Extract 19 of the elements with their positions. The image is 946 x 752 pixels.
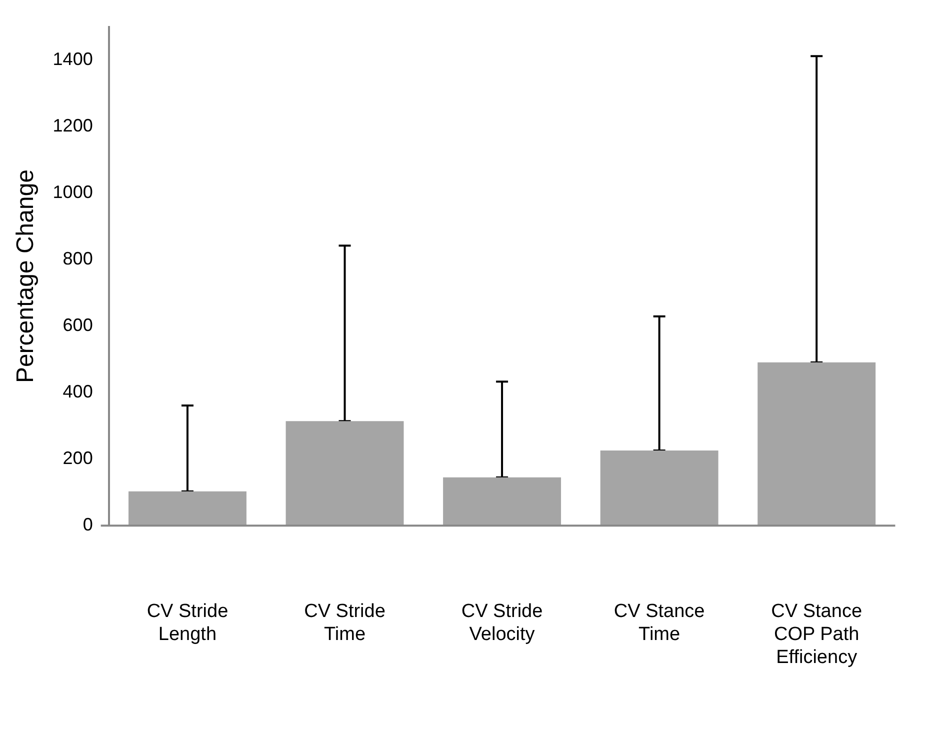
y-tick-label: 1200 [52, 116, 93, 136]
bar [286, 421, 404, 526]
y-tick-label: 200 [62, 448, 93, 468]
x-tick-label: CV Stride Velocity [461, 601, 543, 646]
bar [128, 491, 246, 526]
x-tick-label: CV Stride Length [146, 601, 228, 646]
y-tick-label: 1000 [52, 182, 93, 202]
bar [600, 450, 718, 526]
y-tick-label: 0 [82, 514, 93, 535]
y-axis-title: Percentage Change [12, 169, 40, 383]
y-tick-label: 600 [62, 315, 93, 336]
x-tick-label: CV Stance Time [614, 601, 705, 646]
bar [443, 477, 562, 526]
y-tick-label: 1400 [52, 49, 93, 70]
x-tick-label: CV Stance COP Path Efficiency [771, 601, 862, 668]
x-tick-label: CV Stride Time [304, 601, 386, 646]
y-tick-label: 800 [62, 248, 93, 269]
bar [758, 362, 876, 526]
y-tick-label: 400 [62, 382, 93, 402]
